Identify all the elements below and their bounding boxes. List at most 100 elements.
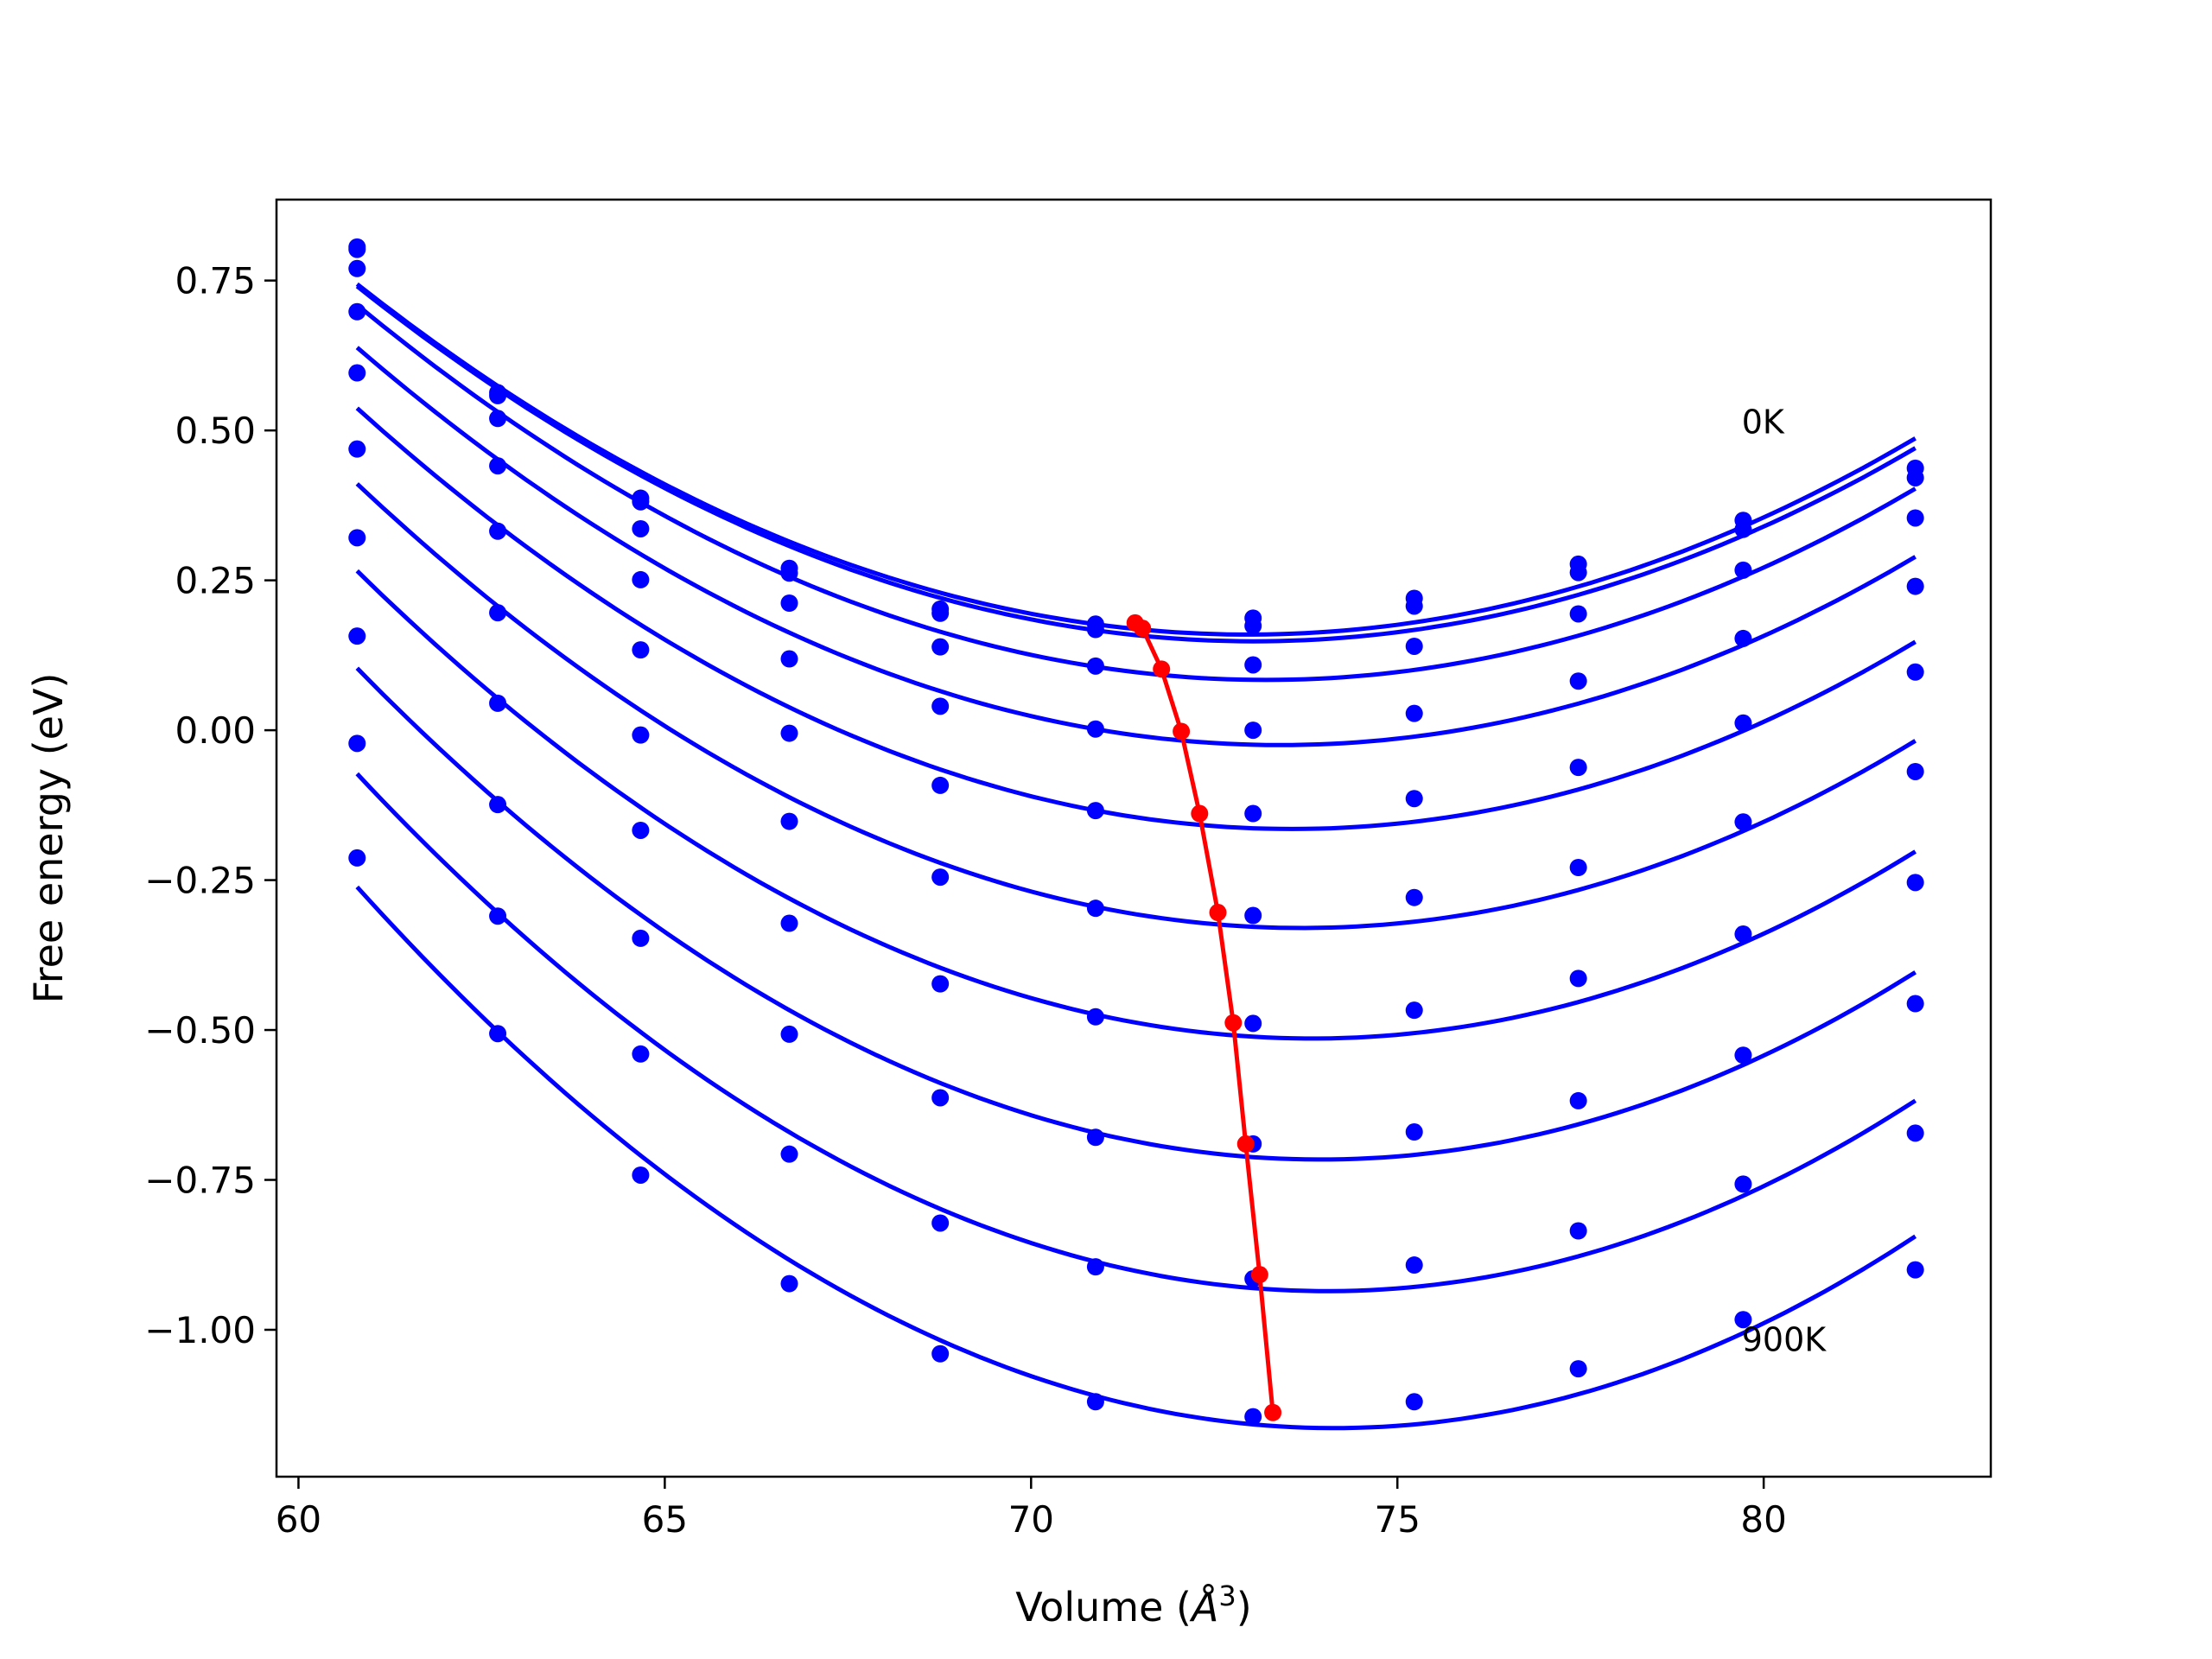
data-point (1405, 1256, 1423, 1274)
data-point (1244, 721, 1262, 740)
minimum-point (1153, 660, 1171, 678)
data-point (931, 697, 950, 715)
data-point (1405, 1001, 1423, 1020)
data-point (348, 240, 366, 258)
data-point (489, 457, 507, 475)
data-point (1086, 802, 1104, 820)
fit-curves (355, 282, 1917, 1431)
data-point (931, 1344, 950, 1363)
data-point (1405, 597, 1423, 615)
data-point (1086, 1393, 1104, 1411)
data-point (1906, 874, 1924, 892)
data-point (1244, 656, 1262, 674)
data-point (1569, 563, 1587, 582)
data-point (1906, 577, 1924, 595)
data-point (489, 907, 507, 925)
fit-curve-1 (355, 284, 1916, 644)
data-point (1734, 813, 1752, 831)
annotations: 0K 900K (1742, 404, 1827, 1359)
data-point (632, 570, 650, 588)
data-point (348, 259, 366, 277)
data-point (1086, 1128, 1104, 1147)
data-point (1569, 969, 1587, 988)
data-point (348, 364, 366, 382)
x-axis-label: Volume (Å3) (1015, 1580, 1251, 1630)
data-point (1244, 906, 1262, 925)
data-point (1405, 790, 1423, 808)
data-point (931, 868, 950, 887)
data-point (1734, 1046, 1752, 1065)
y-tick-label: −0.75 (144, 1160, 256, 1202)
data-point (1906, 995, 1924, 1013)
data-point (1244, 617, 1262, 635)
data-point (632, 1045, 650, 1063)
data-point (1906, 663, 1924, 681)
data-point (348, 440, 366, 458)
data-point (780, 1145, 798, 1163)
data-point (931, 638, 950, 656)
data-point (931, 604, 950, 622)
minimum-line (1126, 613, 1282, 1421)
fit-curve-4 (355, 406, 1916, 831)
data-point (1086, 657, 1104, 675)
data-point (1569, 859, 1587, 877)
data-point (1405, 1123, 1423, 1141)
minimum-point (1191, 804, 1209, 823)
data-point (489, 410, 507, 428)
data-point (348, 302, 366, 321)
fit-curve-9 (355, 885, 1917, 1431)
minimum-point (1224, 1014, 1243, 1032)
fit-curve-8 (355, 772, 1917, 1294)
data-point (489, 796, 507, 814)
curve-annotation: 900K (1742, 1320, 1827, 1358)
x-tick-label: 80 (1740, 1498, 1786, 1541)
data-point (1405, 637, 1423, 655)
data-point (1734, 1311, 1752, 1329)
data-point (1734, 629, 1752, 647)
minimum-point (1250, 1266, 1268, 1284)
data-point (1244, 1408, 1262, 1426)
data-point (1569, 1091, 1587, 1109)
curve-annotation: 0K (1742, 404, 1785, 442)
data-point (780, 724, 798, 742)
data-point (1086, 1007, 1104, 1026)
fit-curve-2 (355, 302, 1916, 683)
minimum-point (1134, 620, 1152, 638)
minimum-point (1173, 722, 1191, 741)
minimum-point (1264, 1403, 1282, 1421)
fit-curve-5 (355, 482, 1916, 931)
data-point (931, 1089, 950, 1107)
x-axis-label-main: Volume ( (1015, 1584, 1192, 1630)
data-point (1906, 1124, 1924, 1142)
data-point (780, 650, 798, 668)
x-tick-label: 60 (276, 1498, 321, 1541)
data-point (1405, 704, 1423, 722)
x-tick-label: 65 (642, 1498, 688, 1541)
data-point (1569, 605, 1587, 623)
y-tick-label: −1.00 (144, 1309, 256, 1351)
data-point (632, 726, 650, 744)
x-axis-label-unit: Å (1189, 1584, 1218, 1630)
y-tick-label: 0.00 (175, 709, 256, 752)
data-point (489, 694, 507, 712)
y-tick-label: −0.50 (144, 1009, 256, 1052)
data-point (1569, 1222, 1587, 1240)
data-point (348, 529, 366, 547)
y-tick-label: −0.25 (144, 860, 256, 902)
data-point (780, 812, 798, 830)
data-point (489, 522, 507, 540)
data-point (931, 975, 950, 993)
data-point (1906, 509, 1924, 527)
minimum-point (1236, 1135, 1255, 1153)
data-point (632, 929, 650, 947)
x-axis-label-close: ) (1236, 1584, 1252, 1630)
data-point (780, 594, 798, 612)
data-point (1086, 1258, 1104, 1276)
x-tick-label: 70 (1008, 1498, 1054, 1541)
data-point (1734, 1175, 1752, 1193)
y-tick-label: 0.25 (175, 560, 256, 602)
data-point (931, 776, 950, 794)
fit-curve-6 (355, 569, 1917, 1041)
